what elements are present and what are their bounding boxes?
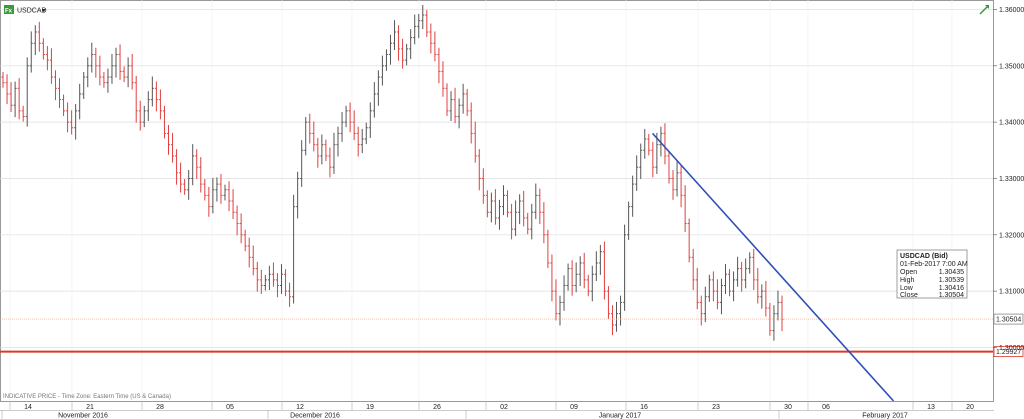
x-month-label: February 2017: [862, 413, 908, 419]
footer-note: INDICATIVE PRICE - Time Zone: Eastern Ti…: [3, 394, 171, 400]
info-box-high-value: 1.30539: [939, 277, 964, 284]
info-box-close-value: 1.30504: [939, 292, 964, 299]
x-day-label: 13: [927, 404, 935, 411]
y-tick-label: 1.30000: [999, 345, 1024, 352]
x-day-label: 23: [712, 404, 720, 411]
x-day-label: 28: [156, 404, 164, 411]
x-month-label: January 2017: [599, 413, 642, 419]
current-price-tag: [993, 313, 1024, 325]
x-day-label: 06: [822, 404, 830, 411]
current-price-label: 1.30504: [996, 317, 1021, 324]
y-axis: 1.36000 1.35000 1.34000 1.33000 1.32000 1.310…: [993, 7, 1024, 352]
x-day-label: 20: [966, 404, 974, 411]
fx-icon-label: Fx: [5, 9, 13, 15]
x-day-label: 21: [86, 404, 94, 411]
x-day-label: 26: [433, 404, 441, 411]
support-price-label: 1.29927: [996, 349, 1021, 356]
info-box-open-value: 1.30435: [939, 269, 964, 276]
x-day-label: 05: [226, 404, 234, 411]
y-tick-label: 1.31000: [999, 289, 1024, 296]
fx-icon: [4, 5, 14, 14]
symbol-dropdown-icon[interactable]: ▾: [42, 8, 46, 15]
y-tick-label: 1.33000: [999, 176, 1024, 183]
trendline: [651, 132, 895, 402]
y-tick-label: 1.35000: [999, 63, 1024, 70]
x-day-label: 02: [500, 404, 508, 411]
info-box-title: USDCAD (Bid): [900, 253, 948, 260]
y-tick-label: 1.32000: [999, 232, 1024, 239]
reference-lines: 1.29927 1.30504: [0, 132, 1024, 402]
info-box-low-value: 1.30416: [939, 285, 964, 292]
symbol-title[interactable]: USDCAD: [17, 8, 47, 15]
y-tick-label: 1.34000: [999, 120, 1024, 127]
x-day-label: 19: [366, 404, 374, 411]
x-month-label: November 2016: [58, 413, 108, 419]
x-day-label: 09: [570, 404, 578, 411]
ohlc-info-box: USDCAD (Bid) 01-Feb-2017 7:00 AM Open 1.…: [896, 249, 968, 299]
y-tick-label: 1.36000: [999, 7, 1024, 14]
info-box-close-label: Close: [900, 292, 918, 299]
x-day-label: 16: [640, 404, 648, 411]
expand-chart-icon[interactable]: [979, 5, 989, 15]
x-day-label: 12: [296, 404, 304, 411]
grid: [0, 0, 993, 401]
info-box-date: 01-Feb-2017 7:00 AM: [900, 261, 968, 268]
info-box-high-label: High: [900, 277, 915, 284]
support-price-tag: [993, 346, 1024, 357]
candles: [1, 4, 784, 341]
x-day-label: 30: [784, 404, 792, 411]
x-day-label: 14: [24, 404, 32, 411]
info-box-low-label: Low: [900, 285, 914, 292]
info-box-open-label: Open: [900, 269, 917, 276]
x-axis: 14 21 28 05 12 19 26 02 09 16 23 30 06 13 20 November 2…: [0, 401, 994, 419]
x-month-label: December 2016: [290, 413, 340, 419]
